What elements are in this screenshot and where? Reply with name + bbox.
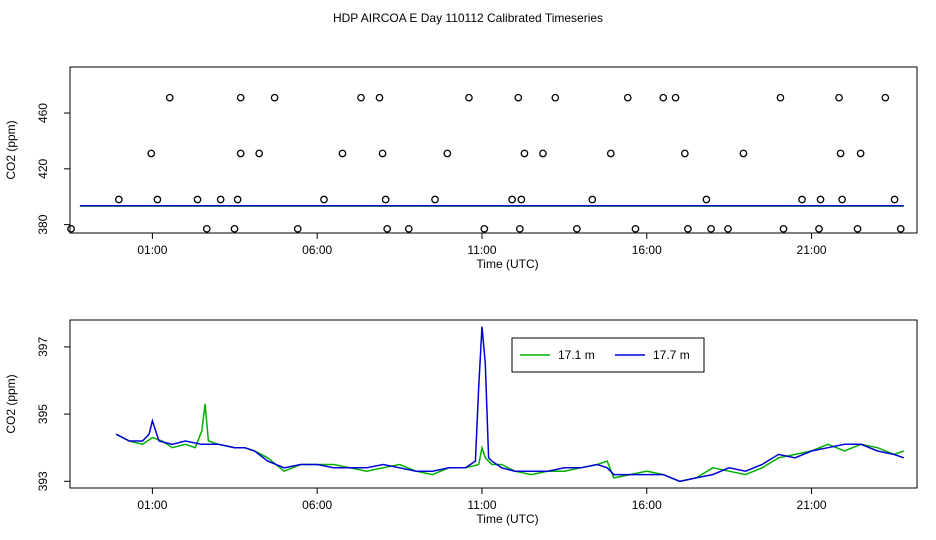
scatter-point <box>836 149 845 158</box>
scatter-point <box>404 224 413 233</box>
scatter-point <box>606 149 615 158</box>
scatter-point <box>702 195 711 204</box>
top-x-tick-label: 16:00 <box>632 243 662 257</box>
scatter-point <box>508 195 516 204</box>
scatter-point <box>517 195 526 204</box>
scatter-point <box>659 93 668 102</box>
bottom-plot-frame <box>69 319 918 489</box>
top-x-tick-label: 06:00 <box>302 243 332 257</box>
scatter-point <box>890 195 899 204</box>
scatter-point <box>853 224 862 233</box>
scatter-point <box>514 93 523 102</box>
scatter-point <box>338 149 347 158</box>
legend: 17.1 m 17.7 m <box>511 337 705 373</box>
top-y-tick-label: 460 <box>36 103 50 123</box>
scatter-point <box>443 149 452 158</box>
scatter-point <box>270 93 279 102</box>
bottom-y-tick-label: 395 <box>36 404 50 424</box>
scatter-point <box>233 195 242 204</box>
scatter-point <box>896 224 905 233</box>
bottom-line-panel: 01:00 06:00 11:00 16:00 21:00 Time (UTC) 393 39… <box>4 319 918 526</box>
scatter-point <box>835 93 843 102</box>
scatter-point <box>588 195 597 204</box>
scatter-point <box>431 195 439 204</box>
scatter-point <box>115 195 123 204</box>
scatter-point <box>375 93 384 102</box>
legend-label-0: 17.1 m <box>558 348 595 362</box>
scatter-point <box>623 93 632 102</box>
scatter-point <box>293 224 302 233</box>
scatter-point <box>671 93 680 102</box>
scatter-point <box>202 224 211 233</box>
scatter-point <box>798 195 806 204</box>
scatter-point <box>815 224 823 233</box>
top-x-tick-label: 21:00 <box>797 243 827 257</box>
scatter-point <box>216 195 225 204</box>
top-x-axis-label: Time (UTC) <box>476 257 538 271</box>
scatter-point <box>684 224 692 233</box>
top-y-axis-label: CO2 (ppm) <box>4 120 18 179</box>
bottom-series-line-1 <box>115 326 905 483</box>
bottom-x-tick-label: 21:00 <box>797 498 827 512</box>
top-scatter-panel: 01:00 06:00 11:00 16:00 21:00 Time (UTC) 380 42… <box>4 66 918 271</box>
top-plot-frame <box>69 66 918 234</box>
scatter-point <box>856 149 865 158</box>
scatter-point <box>631 224 640 233</box>
bottom-x-axis-label: Time (UTC) <box>476 512 538 526</box>
scatter-point <box>739 149 748 158</box>
top-x-tick-label: 11:00 <box>467 243 496 257</box>
scatter-point <box>153 195 162 204</box>
bottom-x-tick-label: 16:00 <box>632 498 662 512</box>
scatter-point <box>573 224 581 233</box>
scatter-point <box>465 93 473 102</box>
scatter-point <box>236 149 245 158</box>
scatter-point <box>776 93 785 102</box>
scatter-point <box>551 93 560 102</box>
chart-title: HDP AIRCOA E Day 110112 Calibrated Times… <box>333 11 603 25</box>
scatter-point <box>779 224 788 233</box>
scatter-point <box>230 224 239 233</box>
scatter-point <box>515 224 524 233</box>
top-y-tick-label: 380 <box>36 214 50 234</box>
bottom-y-tick-label: 397 <box>36 337 50 357</box>
scatter-point <box>838 195 846 204</box>
top-y-tick-label: 420 <box>36 158 50 178</box>
scatter-point <box>165 93 174 102</box>
bottom-x-tick-label: 06:00 <box>302 498 332 512</box>
scatter-point <box>381 195 390 204</box>
scatter-point <box>383 224 392 233</box>
legend-label-1: 17.7 m <box>653 348 690 362</box>
scatter-point <box>67 224 75 233</box>
scatter-point <box>320 195 328 204</box>
scatter-point <box>816 195 825 204</box>
top-x-tick-label: 01:00 <box>137 243 167 257</box>
bottom-x-tick-label: 01:00 <box>137 498 167 512</box>
scatter-point <box>236 93 245 102</box>
scatter-point <box>480 224 489 233</box>
scatter-point <box>881 93 890 102</box>
bottom-y-axis-label: CO2 (ppm) <box>4 374 18 433</box>
bottom-series-line-0 <box>115 403 905 483</box>
scatter-point <box>539 149 547 158</box>
scatter-point <box>147 149 156 158</box>
scatter-point <box>193 195 202 204</box>
scatter-point <box>378 149 387 158</box>
scatter-point <box>724 224 732 233</box>
bottom-y-tick-label: 393 <box>36 471 50 491</box>
scatter-point <box>520 149 529 158</box>
scatter-point <box>357 93 365 102</box>
scatter-point <box>255 149 264 158</box>
scatter-point <box>707 224 715 233</box>
bottom-x-tick-label: 11:00 <box>467 498 496 512</box>
scatter-point <box>680 149 689 158</box>
